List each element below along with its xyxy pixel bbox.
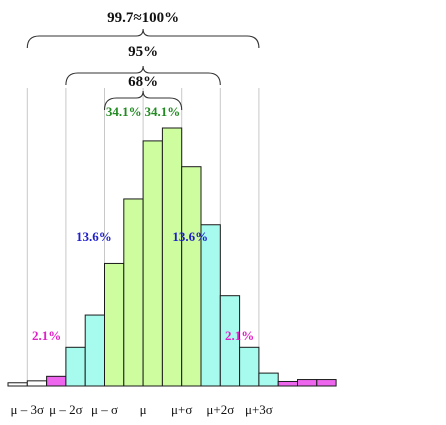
x-tick-label: μ: [140, 402, 147, 417]
histogram-bar: [104, 262, 125, 387]
percentage-label: 34.1%: [145, 104, 181, 119]
x-tick-label: μ+σ: [171, 402, 192, 417]
histogram-bar: [219, 295, 241, 387]
histogram-bar: [84, 314, 105, 387]
percentage-label: 13.6%: [76, 229, 112, 244]
histogram-bar: [297, 379, 318, 387]
percentage-label: 2.1%: [225, 328, 254, 343]
histogram-bar: [277, 380, 299, 387]
histogram-bar: [7, 382, 28, 387]
histogram-bar: [200, 224, 221, 387]
bracket-label: 68%: [128, 74, 158, 90]
x-tick-label: μ+3σ: [245, 402, 273, 417]
histogram-bar: [316, 379, 337, 387]
x-tick-label: μ – 3σ: [11, 402, 44, 417]
histogram-bars: [7, 127, 337, 387]
histogram-bar: [26, 380, 48, 387]
bracket-label: 95%: [128, 44, 158, 60]
histogram-bar: [65, 346, 86, 387]
histogram-bar: [258, 372, 279, 387]
percentage-label: 2.1%: [32, 328, 61, 343]
bracket: [103, 90, 183, 111]
histogram-bar: [142, 140, 163, 387]
histogram-bar: [46, 375, 67, 387]
percentage-annotations: 34.1% 34.1% 13.6% 13.6% 2.1% 2.1%: [32, 104, 254, 343]
histogram-bar: [161, 127, 183, 387]
histogram-bar: [181, 166, 202, 387]
x-tick-label: μ – σ: [91, 402, 118, 417]
percentage-label: 34.1%: [106, 104, 142, 119]
bracket: [65, 65, 221, 86]
x-tick-label: μ – 2σ: [49, 402, 82, 417]
bracket: [26, 28, 260, 49]
histogram-bar: [123, 198, 144, 387]
percentage-brackets: 99.7≈100% 95% 68%: [26, 10, 260, 111]
histogram-bar: [239, 346, 260, 387]
bracket-label: 99.7≈100%: [107, 10, 179, 26]
x-axis-ticks: μ – 3σ μ – 2σ μ – σ μ μ+σ μ+2σ μ+3σ: [11, 402, 273, 417]
x-tick-label: μ+2σ: [206, 402, 234, 417]
percentage-label: 13.6%: [172, 229, 208, 244]
